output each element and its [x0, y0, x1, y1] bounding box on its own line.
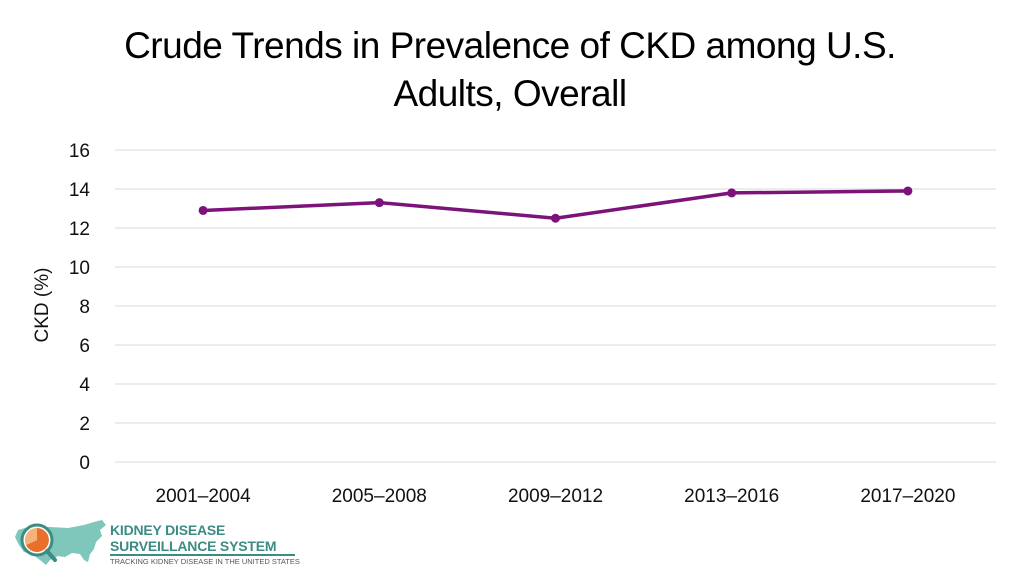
x-axis-ticks: 2001–2004 2005–2008 2009–2012 2013–2016 2017… [156, 486, 956, 507]
y-tick-label: 10 [69, 258, 90, 279]
y-axis-ticks: 0 2 4 6 8 10 12 14 16 [69, 141, 91, 474]
y-tick-label: 8 [79, 297, 90, 318]
magnifier-handle [45, 549, 57, 562]
data-point [198, 205, 208, 215]
y-axis-label: CKD (%) [32, 268, 53, 343]
x-tick-label: 2005–2008 [332, 486, 427, 507]
slide-title: Crude Trends in Prevalence of CKD among … [60, 22, 960, 118]
kdss-logo: KIDNEY DISEASE SURVEILLANCE SYSTEM TRACK… [10, 516, 300, 572]
data-point [374, 198, 384, 208]
slide-title-line-1: Crude Trends in Prevalence of CKD among … [124, 25, 896, 66]
data-point [903, 186, 913, 196]
data-point [551, 213, 560, 223]
x-tick-label: 2009–2012 [508, 486, 603, 507]
logo-divider [110, 554, 295, 556]
magnifier-pie [26, 528, 49, 552]
logo-line-1: KIDNEY DISEASE [110, 522, 226, 538]
logo-tagline: TRACKING KIDNEY DISEASE IN THE UNITED ST… [110, 557, 300, 566]
slide-title-line-2: Adults, Overall [393, 73, 627, 114]
data-point [727, 188, 737, 198]
series-layer [198, 186, 913, 223]
x-tick-label: 2017–2020 [860, 486, 955, 507]
y-tick-label: 2 [79, 414, 90, 435]
y-tick-label: 16 [69, 141, 90, 162]
y-tick-label: 6 [79, 336, 90, 357]
us-map-logo-icon [15, 520, 106, 565]
magnifier-pie-slice [24, 527, 37, 545]
y-tick-label: 12 [69, 219, 90, 240]
y-tick-label: 0 [79, 453, 90, 474]
x-tick-label: 2001–2004 [156, 486, 252, 507]
logo-line-2: SURVEILLANCE SYSTEM [110, 538, 277, 554]
grid-layer [115, 149, 996, 463]
y-tick-label: 14 [69, 180, 91, 201]
x-tick-label: 2013–2016 [684, 486, 779, 507]
y-tick-label: 4 [79, 375, 90, 396]
